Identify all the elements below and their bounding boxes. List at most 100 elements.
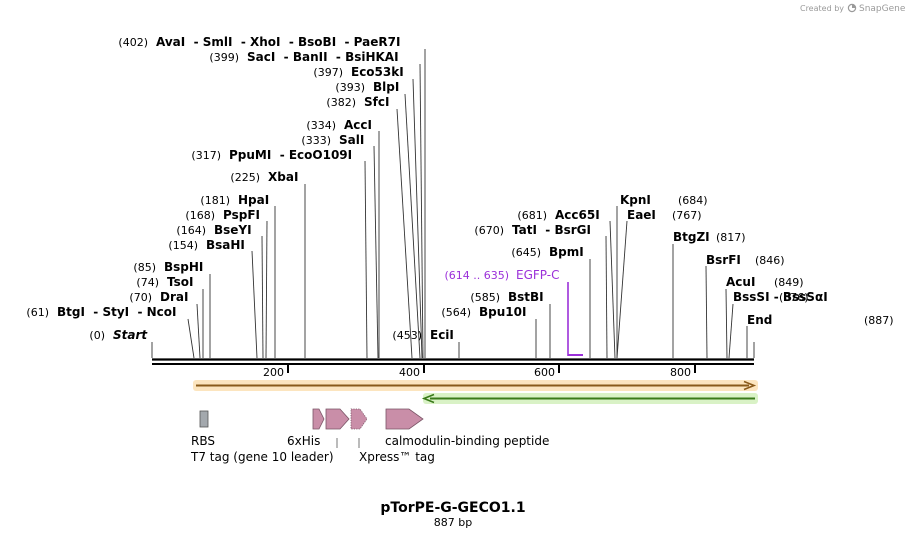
- enzyme-name: BspHI: [164, 260, 203, 274]
- feature-calmodulin-arrow: [385, 408, 424, 430]
- enzyme-label-tsoi: (74) TsoI: [136, 275, 193, 289]
- enzyme-label-acci: (334) AccI: [306, 118, 372, 132]
- primer-range: (614 .. 635): [444, 269, 509, 282]
- enzyme-label-drai: (70) DraI: [129, 290, 188, 304]
- credit-brand: SnapGene: [859, 4, 906, 14]
- enzyme-name: AcuI: [726, 275, 755, 289]
- enzyme-name: BseYI: [214, 223, 252, 237]
- enzyme-name: BtgZI: [673, 230, 710, 244]
- enzyme-name: XbaI: [268, 170, 298, 184]
- plasmid-length: 887 bp: [434, 516, 472, 529]
- enzyme-label-bsawi: KpnI (684): [620, 193, 708, 207]
- snapgene-logo-icon: [847, 3, 857, 13]
- enzyme-label-sali: (333) SalI: [301, 133, 364, 147]
- enzyme-label-bsssi-group: End (887): [747, 313, 894, 327]
- enzyme-name: Acc65I: [555, 208, 600, 222]
- enzyme-name: BstBI: [508, 290, 544, 304]
- enzyme-position: (681): [517, 209, 547, 222]
- feature-t7-tag-arrow: [325, 408, 350, 430]
- enzyme-label-ecii: (453) EciI: [392, 328, 453, 342]
- enzyme-label-pspfi: (168) PspFI: [185, 208, 260, 222]
- enzyme-name: EaeI: [627, 208, 656, 222]
- enzyme-position: (85): [133, 261, 156, 274]
- enzyme-name: KpnI: [620, 193, 651, 207]
- enzyme-position: (334): [306, 119, 336, 132]
- enzyme-label-bsrfi: AcuI (849): [726, 275, 804, 289]
- enzyme-position: (181): [200, 194, 230, 207]
- enzyme-name: PspFI: [223, 208, 260, 222]
- enzyme-position: (645): [511, 246, 541, 259]
- enzyme-position: (164): [176, 224, 206, 237]
- feature-rbs-box: [199, 410, 209, 428]
- enzyme-label-eaei: BtgZI (817): [673, 230, 746, 244]
- start-label: Start: [113, 328, 148, 342]
- snapgene-credit: Created by SnapGene: [800, 3, 906, 14]
- enzyme-position: (684): [678, 194, 708, 207]
- feature-label-rbs: RBS: [191, 434, 215, 448]
- enzyme-position: (564): [441, 306, 471, 319]
- plasmid-title: pTorPE-G-GECO1.1: [380, 500, 525, 516]
- primer-egfp-c: (614 .. 635) EGFP-C: [444, 268, 583, 356]
- enzyme-name: DraI: [160, 290, 188, 304]
- enzyme-label-bseyi: (164) BseYI: [176, 223, 251, 237]
- enzyme-name: TatI - BsrGI: [512, 223, 591, 237]
- enzyme-name: SalI: [339, 133, 364, 147]
- enzyme-label-hpai: (181) HpaI: [200, 193, 269, 207]
- enzyme-name: BssSI - BssSαI: [733, 290, 828, 304]
- enzyme-position: (399): [209, 51, 239, 64]
- feature-label-t7-tag: T7 tag (gene 10 leader): [190, 450, 334, 464]
- enzyme-name: SfcI: [364, 95, 389, 109]
- feature-label-xpress-tag: Xpress™ tag: [359, 450, 435, 464]
- primer-name: EGFP-C: [516, 268, 559, 282]
- enzyme-label-acc65i: (681) Acc65I: [517, 208, 599, 222]
- enzyme-position: (453): [392, 329, 422, 342]
- orange-feature-bar: [193, 380, 758, 391]
- enzyme-label-bpu10i: (564) Bpu10I: [441, 305, 526, 319]
- enzyme-label-eco53ki: (397) Eco53kI: [313, 65, 403, 79]
- feature-connectors: [336, 438, 360, 448]
- enzyme-position: (846): [755, 254, 785, 267]
- enzyme-position: (585): [470, 291, 500, 304]
- enzyme-position: (168): [185, 209, 215, 222]
- enzyme-position: (402): [118, 36, 148, 49]
- enzyme-label-sfci: (382) SfcI: [326, 95, 389, 109]
- enzyme-label-btgzi: BsrFI (846): [706, 253, 785, 267]
- enzyme-name: BtgI - StyI - NcoI: [57, 305, 177, 319]
- enzyme-position: (317): [191, 149, 221, 162]
- ruler-tick-label: 800: [670, 366, 691, 379]
- enzyme-name: BlpI: [373, 80, 399, 94]
- ruler: 200 400 600 800: [263, 365, 696, 379]
- enzyme-position: (225): [230, 171, 260, 184]
- feature-label-6xhis: 6xHis: [287, 434, 320, 448]
- dna-backbone: [152, 358, 754, 365]
- enzyme-position: (887): [864, 314, 894, 327]
- enzyme-name: HpaI: [238, 193, 269, 207]
- enzyme-position: (70): [129, 291, 152, 304]
- enzyme-label-bpmi: (645) BpmI: [511, 245, 583, 259]
- enzyme-label-acui: BssSI - BssSαI (876): [733, 290, 828, 304]
- start-position: (0): [89, 329, 105, 342]
- enzyme-label-bsphi: (85) BspHI: [133, 260, 203, 274]
- enzyme-label-ppumi-group: (317) PpuMI - EcoO109I: [191, 148, 352, 162]
- enzyme-name: BsaHI: [206, 238, 245, 252]
- enzyme-label-blpi: (393) BlpI: [335, 80, 399, 94]
- enzyme-name: AvaI - SmlI - XhoI - BsoBI - PaeR7I: [156, 35, 400, 49]
- enzyme-position: (767): [672, 209, 702, 222]
- credit-text: Created by: [800, 4, 844, 13]
- enzyme-name: Bpu10I: [479, 305, 526, 319]
- green-feature-bar: [421, 393, 758, 404]
- enzyme-name: PpuMI - EcoO109I: [229, 148, 352, 162]
- enzyme-position: (849): [774, 276, 804, 289]
- enzyme-name: SacI - BanII - BsiHKAI: [247, 50, 399, 64]
- enzyme-label-saci-group: (399) SacI - BanII - BsiHKAI: [209, 50, 398, 64]
- enzyme-position: (670): [474, 224, 504, 237]
- enzyme-name: BsrFI: [706, 253, 741, 267]
- enzyme-name: End: [747, 313, 772, 327]
- enzyme-position: (333): [301, 134, 331, 147]
- feature-6xhis-arrow: [312, 408, 325, 430]
- enzyme-name: TsoI: [167, 275, 193, 289]
- enzyme-name: AccI: [344, 118, 372, 132]
- enzyme-label-kpni: EaeI (767): [627, 208, 702, 222]
- enzyme-name: Eco53kI: [351, 65, 404, 79]
